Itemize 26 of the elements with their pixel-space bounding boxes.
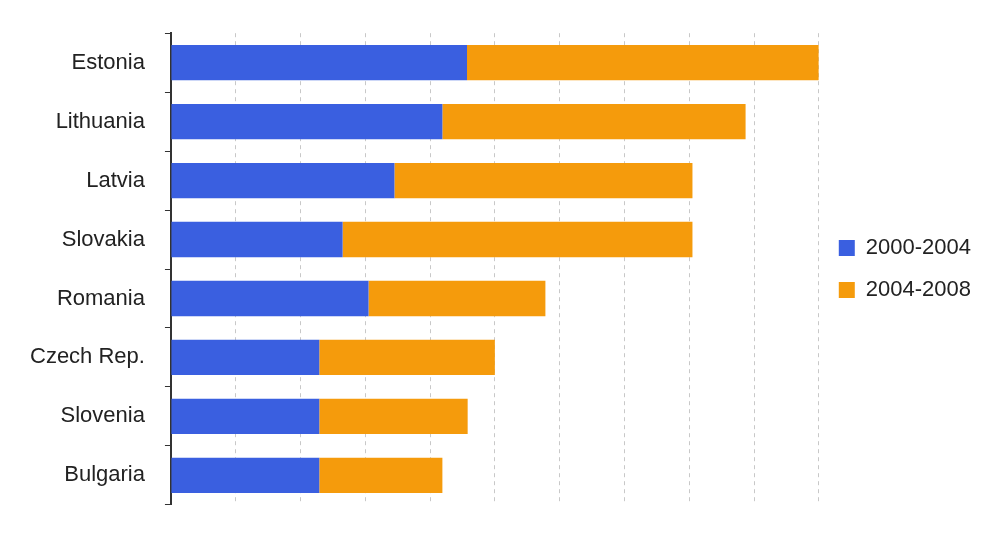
legend-label: 2000-2004	[865, 234, 972, 260]
y-tick-label: Bulgaria	[64, 461, 146, 487]
y-tick-label: Lithuania	[55, 107, 146, 133]
y-tick-label: Czech Rep.	[29, 343, 145, 369]
bar	[368, 280, 546, 317]
bar	[319, 398, 468, 435]
y-tick-label: Slovenia	[60, 402, 146, 428]
bar	[171, 457, 320, 494]
bar	[171, 339, 320, 376]
bar	[342, 221, 693, 258]
bar	[319, 339, 495, 376]
bar	[442, 103, 746, 140]
bar	[319, 457, 443, 494]
bar	[394, 162, 693, 199]
y-tick-label: Romania	[56, 284, 146, 310]
bar	[171, 162, 395, 199]
bar	[467, 44, 819, 81]
legend-label: 2004-2008	[865, 276, 972, 302]
bar	[171, 103, 443, 140]
bar	[171, 44, 468, 81]
bar	[171, 280, 369, 317]
y-tick-label: Latvia	[86, 166, 146, 192]
y-tick-label: Slovakia	[61, 225, 146, 251]
bar	[171, 221, 343, 258]
bar	[171, 398, 320, 435]
y-tick-label: Estonia	[71, 48, 146, 74]
